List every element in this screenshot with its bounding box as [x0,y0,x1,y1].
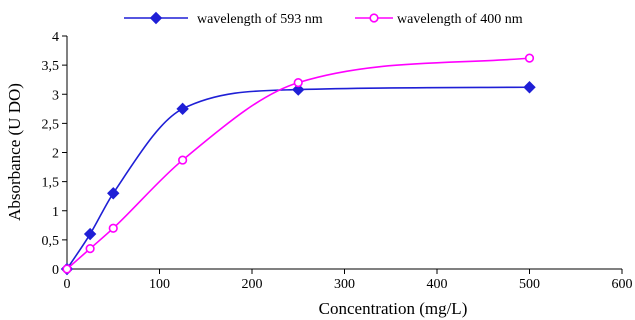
data-point [107,187,120,200]
x-axis-label: Concentration (mg/L) [319,299,468,318]
y-tick-label: 0,5 [42,234,60,249]
legend-entry-400nm: wavelength of 400 nm [355,12,523,27]
legend-entry-593nm: wavelength of 593 nm [124,11,323,27]
x-tick-label: 500 [519,277,540,292]
axes: 0 100 200 300 400 500 600 0 0,5 1 1,5 2 2,5 3 3,5 4 [42,30,633,292]
data-point [292,83,305,96]
series-400nm [62,53,535,274]
data-point [293,77,303,88]
data-point [523,81,536,94]
y-tick-label: 2 [52,147,59,162]
x-tick-label: 400 [427,277,448,292]
legend-label: wavelength of 593 nm [197,12,323,27]
data-point [176,102,189,116]
x-tick-label: 300 [334,277,355,292]
y-tick-label: 4 [52,30,59,45]
plot-area [60,53,536,276]
y-tick-label: 1,5 [42,176,60,191]
data-point [524,53,535,63]
y-axis-label: Absorbance (U DO) [5,83,24,221]
data-point [85,244,95,254]
x-tick-label: 200 [242,277,263,292]
data-point [108,223,118,233]
legend-swatch-marker [149,11,163,25]
y-tick-label: 2,5 [42,117,60,132]
x-tick-label: 100 [149,277,170,292]
data-point [83,227,97,241]
legend: wavelength of 593 nm wavelength of 400 nm [124,11,523,27]
y-tick-label: 1 [52,205,59,220]
y-tick-label: 3,5 [42,59,60,74]
x-tick-label: 600 [612,277,633,292]
legend-swatch-marker [369,13,379,23]
legend-label: wavelength of 400 nm [397,12,523,27]
series-line [66,86,530,270]
data-point [178,155,188,165]
y-tick-label: 3 [52,88,59,103]
series-593nm [60,81,536,276]
data-point [62,264,72,274]
x-tick-label: 0 [64,277,71,292]
y-tick-label: 0 [52,263,59,278]
